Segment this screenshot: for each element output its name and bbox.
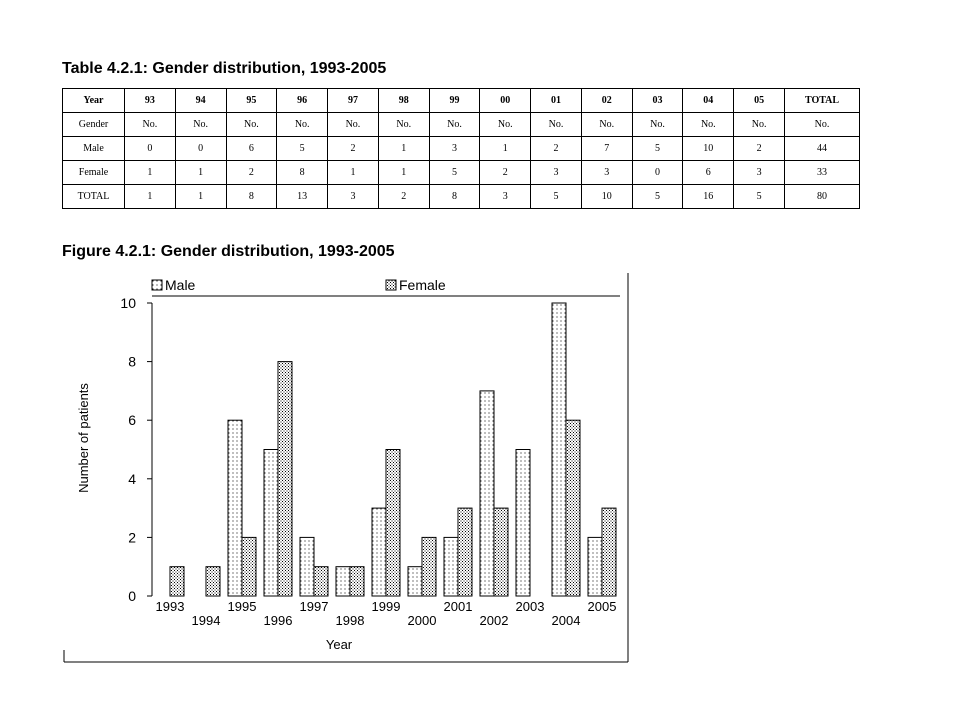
bar-male-2000 (407, 566, 423, 597)
table-cell: TOTAL (62, 184, 125, 209)
y-tick-label: 2 (128, 529, 136, 545)
bar-female-2005 (601, 507, 617, 597)
table-header-cell: Year (62, 88, 125, 113)
table-header-cell: 97 (327, 88, 379, 113)
bar-male-2003 (515, 449, 531, 597)
table-cell: No. (682, 112, 735, 137)
table-cell: 10 (580, 184, 633, 209)
table-cell: 5 (631, 184, 684, 209)
x-tick-label: 1998 (336, 613, 365, 628)
table-header-cell: 93 (124, 88, 176, 113)
y-tick-label: 10 (120, 295, 136, 311)
table-cell: 3 (530, 160, 582, 185)
table-cell: No. (428, 112, 481, 137)
table-cell: 80 (784, 184, 860, 209)
table-cell: 8 (428, 184, 481, 209)
table-cell: 3 (479, 184, 532, 209)
bar-female-2001 (457, 507, 473, 597)
bar-female-1997 (313, 566, 329, 597)
y-tick-label: 4 (128, 471, 136, 487)
table-cell: 5 (631, 136, 684, 161)
table-header-cell: 99 (428, 88, 481, 113)
x-tick-label: 1993 (156, 599, 185, 614)
table-cell: 13 (276, 184, 329, 209)
table-header-cell: 94 (174, 88, 227, 113)
bar-male-2004 (551, 302, 567, 597)
bar-female-1994 (205, 566, 221, 597)
bar-male-2002 (479, 390, 495, 597)
x-tick-label: 1999 (372, 599, 401, 614)
x-tick-label: 1995 (228, 599, 257, 614)
x-tick-label: 2003 (516, 599, 545, 614)
bar-male-1996 (263, 449, 279, 597)
table-cell: 16 (682, 184, 735, 209)
x-tick-label: 2004 (552, 613, 581, 628)
table-cell: No. (479, 112, 532, 137)
y-tick-label: 8 (128, 354, 136, 370)
table-cell: 7 (580, 136, 633, 161)
table-cell: 1 (174, 184, 227, 209)
bar-female-2000 (421, 536, 437, 597)
y-tick-label: 6 (128, 412, 136, 428)
bar-female-2004 (565, 419, 581, 597)
legend-swatch-male (151, 279, 163, 291)
bar-female-2002 (493, 507, 509, 597)
table-row: Female 1 1 2 8 1 1 5 2 3 3 0 6 3 33 (62, 160, 860, 185)
table-cell: 5 (428, 160, 481, 185)
table-row: TOTAL 1 1 8 13 3 2 8 3 5 10 5 16 5 80 (62, 184, 860, 209)
table-row: Male 0 0 6 5 2 1 3 1 2 7 5 10 2 44 (62, 136, 860, 161)
bar-female-1993 (169, 566, 185, 597)
x-tick-label: 1994 (192, 613, 221, 628)
table-header-cell: 00 (479, 88, 532, 113)
bar-male-1998 (335, 566, 351, 597)
x-tick-label: 1996 (264, 613, 293, 628)
table-header-cell: 01 (530, 88, 582, 113)
table-cell: 8 (276, 160, 329, 185)
table-header-row: Year 93 94 95 96 97 98 99 00 01 02 03 04 05 TOTAL (62, 88, 860, 113)
table-cell: 2 (327, 136, 379, 161)
x-tick-label: 1997 (300, 599, 329, 614)
bar-male-2005 (587, 536, 603, 597)
table-cell: 1 (124, 184, 176, 209)
y-tick-label: 0 (128, 588, 136, 604)
table-cell: 2 (733, 136, 785, 161)
table-cell: 3 (580, 160, 633, 185)
table-cell: 2 (377, 184, 430, 209)
figure-title: Figure 4.2.1: Gender distribution, 1993-… (62, 243, 395, 260)
bar-female-1999 (385, 449, 401, 597)
table-header-cell: TOTAL (784, 88, 860, 113)
bar-male-2001 (443, 536, 459, 597)
table-cell: 5 (530, 184, 582, 209)
x-axis-label: Year (326, 637, 353, 652)
table-title: Table 4.2.1: Gender distribution, 1993-2… (62, 60, 387, 77)
x-tick-label: 2002 (480, 613, 509, 628)
legend-swatch-female (385, 279, 397, 291)
bar-male-1995 (227, 419, 243, 597)
bar-male-1997 (299, 536, 315, 597)
table-header-cell: 96 (276, 88, 329, 113)
table-cell: Female (62, 160, 125, 185)
x-tick-label: 2000 (408, 613, 437, 628)
table-cell: No. (276, 112, 329, 137)
bar-female-1998 (349, 566, 365, 597)
legend-label-male: Male (165, 277, 196, 293)
table-cell: 2 (225, 160, 278, 185)
legend-label-female: Female (399, 277, 446, 293)
table-cell: 0 (631, 160, 684, 185)
table-header-cell: 04 (682, 88, 735, 113)
x-tick-label: 2001 (444, 599, 473, 614)
bar-female-1996 (277, 361, 293, 597)
bar-female-1995 (241, 536, 257, 597)
table-cell: 10 (682, 136, 735, 161)
y-axis-label: Number of patients (76, 383, 91, 493)
table-cell: No. (631, 112, 684, 137)
gender-distribution-table: Year 93 94 95 96 97 98 99 00 01 02 03 04 05 TOTAL Gend… (62, 88, 860, 209)
x-tick-label: 2005 (588, 599, 617, 614)
table-cell: 44 (784, 136, 860, 161)
bar-male-1999 (371, 507, 387, 597)
